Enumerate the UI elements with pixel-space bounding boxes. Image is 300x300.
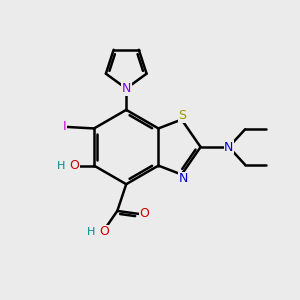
Text: N: N [122,82,131,95]
Text: N: N [178,172,188,185]
Text: O: O [140,207,150,220]
Text: I: I [63,121,67,134]
Text: O: O [69,159,79,172]
Text: N: N [224,140,233,154]
Text: S: S [178,110,186,122]
Text: O: O [99,225,109,238]
Text: H: H [57,160,65,171]
Text: H: H [87,227,96,237]
